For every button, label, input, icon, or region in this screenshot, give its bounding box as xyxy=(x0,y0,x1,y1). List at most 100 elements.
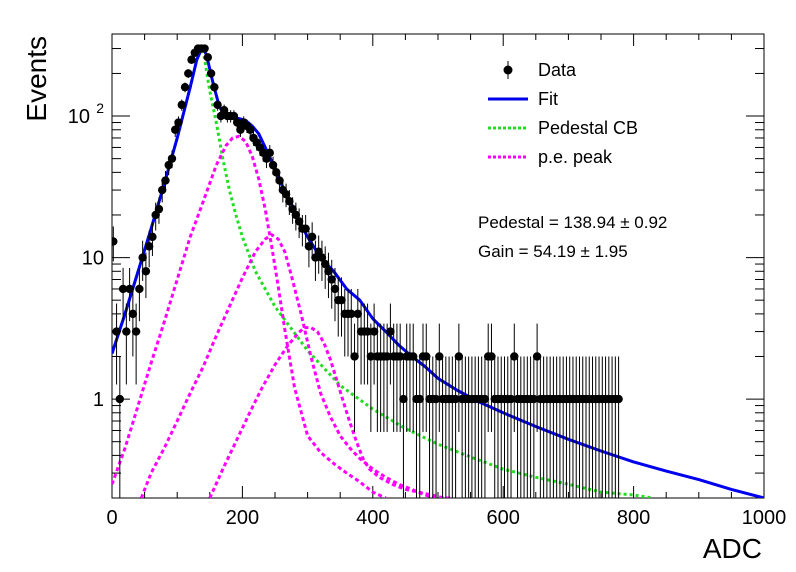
data-point xyxy=(112,327,121,336)
data-point xyxy=(174,118,183,127)
data-point xyxy=(422,352,431,361)
legend: Data Fit Pedestal CB p.e. peak xyxy=(488,60,638,167)
data-point xyxy=(415,394,424,404)
data-point xyxy=(232,118,242,127)
data-point xyxy=(321,259,330,269)
legend-label: Pedestal CB xyxy=(538,118,638,138)
data-point xyxy=(435,352,444,361)
data-point xyxy=(272,168,281,177)
data-point xyxy=(138,253,147,262)
data-point xyxy=(529,394,539,404)
data-point xyxy=(187,55,196,64)
gain-annotation: Gain = 54.19 ± 1.95 xyxy=(478,242,628,261)
fit-curves xyxy=(112,45,764,498)
data-point xyxy=(118,284,128,294)
data-point xyxy=(395,352,405,361)
data-point xyxy=(148,232,157,242)
data-point xyxy=(330,284,340,294)
x-tick-label: 800 xyxy=(617,507,650,529)
data-point xyxy=(122,327,131,336)
data-point xyxy=(210,82,219,92)
x-tick-label: 200 xyxy=(226,507,259,529)
data-point xyxy=(291,210,301,220)
data-point xyxy=(285,197,294,206)
x-axis-title: ADC xyxy=(703,533,762,564)
data-point xyxy=(532,352,542,361)
data-point xyxy=(128,309,138,319)
data-point xyxy=(327,275,336,284)
legend-label: Fit xyxy=(538,89,558,109)
legend-label: Data xyxy=(538,60,577,80)
data-point xyxy=(304,242,314,251)
data-point xyxy=(144,242,154,251)
legend-data-marker xyxy=(503,65,513,75)
data-point xyxy=(177,100,186,110)
data-point xyxy=(246,125,255,134)
data-point xyxy=(510,352,519,361)
x-tick-label: 600 xyxy=(487,507,520,529)
y-tick-label: 1 xyxy=(93,389,104,411)
data-point xyxy=(135,284,144,294)
data-point xyxy=(115,394,125,404)
data-point xyxy=(324,267,333,276)
data-point xyxy=(229,111,239,121)
data-point xyxy=(480,394,490,404)
data-point xyxy=(203,53,213,62)
data-point xyxy=(347,309,356,319)
data-point xyxy=(307,232,317,242)
pedestal-annotation: Pedestal = 138.94 ± 0.92 xyxy=(478,213,667,232)
data-point xyxy=(200,44,209,53)
plot-frame xyxy=(111,33,765,499)
data-point xyxy=(275,176,284,185)
data-points xyxy=(112,44,623,498)
data-point xyxy=(353,309,363,319)
data-point xyxy=(487,352,496,361)
x-tick-label: 0 xyxy=(106,507,117,529)
curve-p-e-peak-1 xyxy=(112,134,387,498)
data-point xyxy=(366,352,376,361)
data-point xyxy=(506,394,516,404)
data-point xyxy=(206,69,216,78)
data-point xyxy=(363,327,372,336)
x-tick-label: 400 xyxy=(356,507,389,529)
data-point xyxy=(184,69,193,78)
x-tick-label: 1000 xyxy=(742,507,787,529)
data-point xyxy=(158,185,167,195)
data-point xyxy=(382,352,392,361)
data-point xyxy=(131,327,141,336)
data-point xyxy=(409,352,418,361)
data-point xyxy=(180,82,190,92)
data-point xyxy=(125,284,134,294)
data-point xyxy=(112,237,118,246)
data-point xyxy=(451,394,460,404)
curve-p-e-peak-3 xyxy=(208,326,451,498)
data-point xyxy=(161,176,170,185)
data-point xyxy=(317,253,327,262)
data-point xyxy=(154,204,164,214)
data-point xyxy=(236,125,245,134)
legend-label: p.e. peak xyxy=(538,147,613,167)
data-point xyxy=(281,190,291,199)
data-point xyxy=(301,224,310,233)
data-point xyxy=(213,100,222,110)
data-point xyxy=(141,267,151,276)
y-tick-exponent: 2 xyxy=(96,100,104,116)
data-point xyxy=(294,217,304,226)
x-axis-ticks: 0 200 400 600 800 1000 xyxy=(106,34,786,529)
data-point xyxy=(164,160,173,170)
data-point xyxy=(268,160,278,170)
y-axis-title: Events xyxy=(21,36,52,122)
data-point xyxy=(431,394,441,404)
curve-fit xyxy=(112,45,764,498)
data-point xyxy=(337,295,346,305)
data-point xyxy=(171,125,180,134)
data-point xyxy=(167,154,177,163)
data-point xyxy=(369,327,379,336)
data-point xyxy=(614,394,623,404)
data-point xyxy=(350,352,359,361)
curve-pedestal-cb xyxy=(112,45,654,498)
y-axis-ticks: 1 10 10 2 xyxy=(68,48,764,499)
data-point xyxy=(386,327,395,336)
data-point xyxy=(265,148,274,157)
